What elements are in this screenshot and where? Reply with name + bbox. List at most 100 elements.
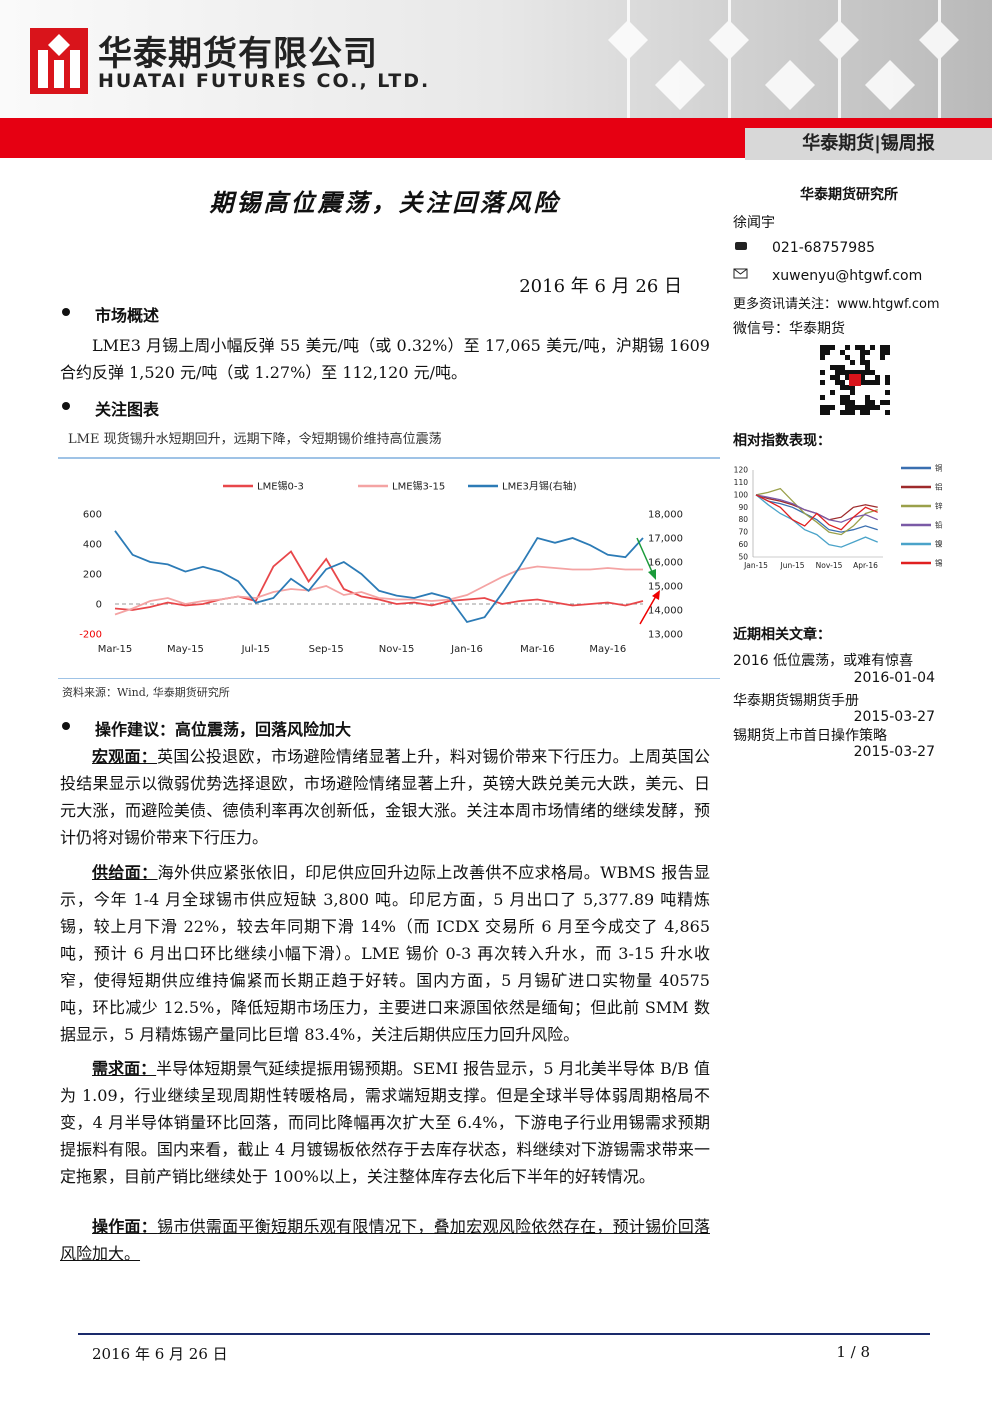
header-band: 华泰期货有限公司 HUATAI FUTURES CO., LTD. (0, 0, 992, 118)
y2-tick-label: 17,000 (648, 533, 683, 544)
y-tick-label: 600 (83, 509, 102, 520)
qr-cell (820, 395, 825, 400)
header-decoration (30, 0, 959, 118)
qr-cell (880, 345, 885, 350)
analyst: 徐闻宇 (733, 215, 775, 231)
qr-cell (840, 385, 845, 390)
wechat: 微信号：华泰期货 (733, 321, 845, 337)
qr-cell (825, 350, 830, 355)
legend-label: LME锡0-3 (257, 479, 304, 492)
qr-cell (850, 360, 855, 365)
legend-label: 锌 (935, 501, 943, 511)
website: 更多资讯请关注：www.htgwf.com (733, 297, 940, 312)
qr-cell (840, 400, 845, 405)
qr-cell (865, 370, 870, 375)
paragraph-text: 锡市供需面平衡短期乐观有限情况下，叠加宏观风险依然存在，预计锡价回落风险加大。 (60, 1217, 710, 1263)
bullet (62, 308, 70, 316)
legend-label: 锡 (935, 559, 943, 568)
qr-cell (840, 365, 845, 370)
qr-cell (860, 410, 865, 415)
footer-date: 2016 年 6 月 26 日 (92, 1345, 228, 1363)
legend-label: 铅 (935, 520, 943, 530)
x-tick-label: Mar-15 (98, 644, 133, 655)
qr-cell (840, 350, 845, 355)
article-date: 2015-03-27 (853, 744, 935, 760)
contact-icons (733, 242, 748, 279)
qr-cell (850, 400, 855, 405)
article-title: 2016 低位震荡，或难有惊喜 (733, 653, 914, 669)
qr-cell (885, 380, 890, 385)
chart-rule (58, 678, 720, 679)
index-title: 相对指数表现： (733, 433, 831, 449)
y-tick-label: 400 (83, 539, 102, 550)
x-tick-label: Jan-16 (450, 644, 483, 655)
bullet (62, 722, 70, 730)
x-tick-label: Jan-15 (743, 561, 768, 570)
paragraph: 需求面：半导体短期景气延续提振用锡预期。SEMI 报告显示，5 月北美半导体 B… (60, 1055, 710, 1190)
articles-title: 近期相关文章： (733, 627, 831, 643)
qr-cell (845, 385, 850, 390)
legend-label: 铝 (935, 482, 943, 492)
article-title: 锡期货上市首日操作策略 (733, 728, 887, 744)
legend-label: 铜 (935, 463, 943, 473)
index-chart: 50 60 70 80 90 100 110 120 Jan-15 Jun-15 Nov-15 Apr… (734, 463, 943, 571)
article-date: 2016-01-04 (853, 670, 935, 686)
y-tick-label: 70 (738, 528, 748, 537)
qr-cell (855, 370, 860, 375)
qr-cell (880, 400, 885, 405)
qr-cell (835, 375, 840, 380)
qr-cell (855, 405, 860, 410)
paragraph-label: 宏观面： (92, 747, 158, 766)
paragraph-text: 半导体短期景气延续提振用锡预期。SEMI 报告显示，5 月北美半导体 B/B 值… (60, 1059, 710, 1186)
legend-label: LME3月锡(右轴) (502, 479, 577, 492)
x-tick-label: Jul-15 (241, 644, 270, 655)
qr-cell (865, 365, 870, 370)
article-date: 2015-03-27 (853, 709, 935, 725)
qr-cell (865, 400, 870, 405)
qr-cell (835, 370, 840, 375)
qr-cell (835, 365, 840, 370)
chart-rule (58, 457, 720, 459)
qr-cell (825, 405, 830, 410)
y2-tick-label: 15,000 (648, 581, 683, 592)
qr-cell (865, 410, 870, 415)
paragraph-text: 英国公投退欧，市场避险情绪显著上升，料对锡价带来下行压力。上周英国公投结果显示以… (60, 747, 710, 847)
qr-cell (845, 410, 850, 415)
paragraph-label: 操作面： (92, 1217, 158, 1236)
y-tick-label: 90 (738, 503, 748, 512)
qr-cell (845, 400, 850, 405)
qr-cell (820, 380, 825, 385)
arrow (639, 595, 657, 625)
institute: 华泰期货研究所 (800, 187, 898, 203)
y2-tick-label: 14,000 (648, 605, 683, 616)
report-title: 期锡高位震荡，关注回落风险 (209, 188, 561, 217)
qr-logo (849, 374, 861, 386)
qr-cell (885, 390, 890, 395)
section-heading: 操作建议：高位震荡，回落风险加大 (95, 720, 352, 739)
qr-cell (875, 380, 880, 385)
paragraph: 宏观面：英国公投退欧，市场避险情绪显著上升，料对锡价带来下行压力。上周英国公投结… (60, 743, 710, 851)
footer-rule (78, 1333, 930, 1335)
qr-cell (845, 355, 850, 360)
x-tick-label: Sep-15 (309, 644, 344, 655)
paragraph: LME3 月锡上周小幅反弹 55 美元/吨（或 0.32%）至 17,065 美… (60, 336, 710, 382)
company-en: HUATAI FUTURES CO., LTD. (98, 70, 431, 92)
qr-cell (850, 390, 855, 395)
x-tick-label: Nov-15 (379, 644, 415, 655)
page-number: 1 / 8 (836, 1343, 870, 1361)
y-tick-label: 120 (734, 466, 749, 475)
y2-tick-label: 16,000 (648, 557, 683, 568)
qr-cell (845, 395, 850, 400)
y-tick-label: 100 (734, 490, 749, 499)
series-line (114, 565, 643, 616)
qr-code (820, 345, 890, 415)
qr-cell (850, 370, 855, 375)
series-line (755, 494, 878, 531)
qr-cell (860, 380, 865, 385)
phone: 021-68757985 (772, 240, 876, 256)
qr-cell (845, 405, 850, 410)
series-line (114, 530, 644, 624)
qr-cell (885, 375, 890, 380)
qr-cell (840, 395, 845, 400)
paragraph-text: 海外供应紧张依旧，印尼供应回升边际上改善供不应求格局。WBMS 报告显示，今年 … (60, 863, 710, 1044)
